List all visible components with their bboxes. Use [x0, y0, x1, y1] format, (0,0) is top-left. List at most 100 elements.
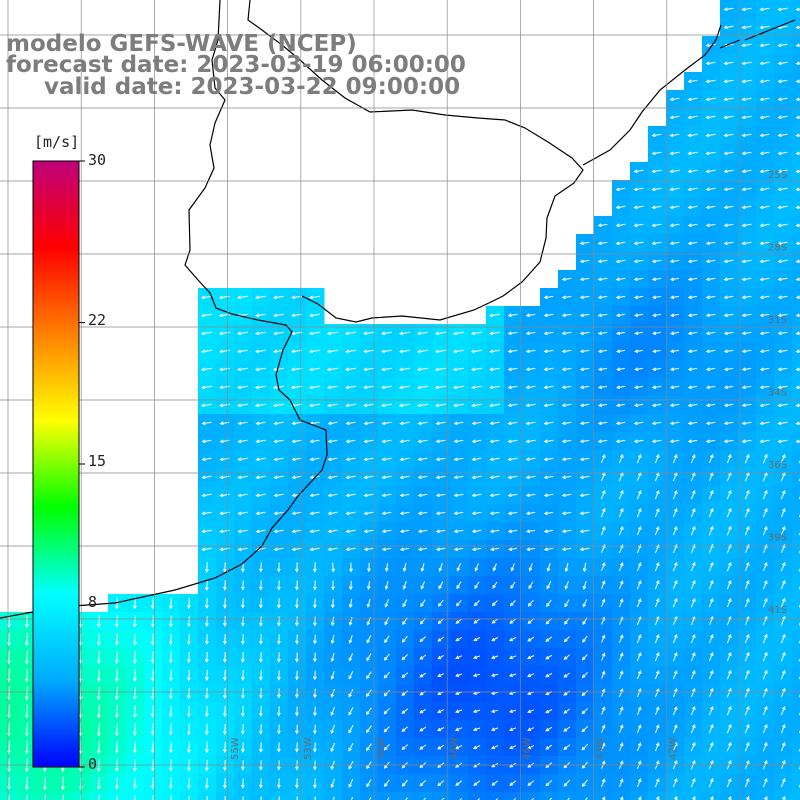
latitude-label: 25S: [768, 170, 787, 181]
wind-arrow: [777, 79, 788, 84]
wind-arrow: [651, 277, 662, 282]
wind-arrow: [381, 529, 392, 534]
wind-arrow: [563, 654, 570, 660]
wind-arrow: [597, 367, 608, 372]
wind-arrow: [705, 79, 716, 84]
wind-arrow: [780, 507, 786, 518]
wind-arrow: [759, 79, 770, 84]
wind-arrow: [435, 457, 446, 462]
wind-arrow: [525, 331, 536, 336]
wind-arrow: [114, 633, 119, 646]
wind-arrow: [273, 457, 284, 462]
wind-arrow: [327, 457, 338, 462]
wind-arrow: [471, 439, 482, 444]
wind-arrow: [672, 777, 678, 788]
wind-arrow: [795, 7, 800, 12]
wind-arrow: [741, 187, 752, 192]
wind-arrow: [672, 670, 678, 680]
wind-arrow: [471, 331, 483, 336]
wind-arrow: [508, 655, 517, 660]
latitude-label: 39S: [768, 533, 787, 544]
wind-arrow: [527, 655, 535, 660]
wind-arrow: [690, 669, 696, 680]
wind-arrow: [489, 529, 500, 534]
wind-arrow: [273, 547, 284, 552]
wind-arrow: [223, 616, 227, 627]
wind-arrow: [543, 529, 554, 534]
wind-arrow: [201, 295, 213, 300]
wind-arrow: [561, 475, 572, 480]
colorbar-tick-label: 0: [88, 755, 98, 773]
wind-arrow: [309, 493, 320, 498]
wind-arrow: [417, 439, 428, 444]
wind-arrow: [561, 421, 572, 426]
wind-arrow: [579, 547, 590, 552]
wind-arrow: [255, 421, 266, 426]
wind-arrow: [237, 493, 248, 498]
wind-arrow: [471, 475, 482, 480]
wind-arrow: [327, 529, 338, 534]
wind-arrow: [744, 741, 750, 752]
wind-arrow: [366, 617, 371, 626]
wind-arrow: [759, 223, 770, 228]
wind-arrow: [527, 636, 535, 642]
wind-arrow: [471, 421, 482, 426]
wind-arrow: [759, 61, 770, 66]
wind-arrow: [597, 259, 608, 264]
wind-arrow: [651, 403, 662, 408]
wind-arrow: [637, 706, 642, 715]
wind-arrow: [759, 277, 770, 282]
wind-cell: [792, 216, 800, 235]
wind-arrow: [398, 367, 411, 372]
wind-arrow: [348, 671, 354, 680]
wind-arrow: [489, 475, 500, 480]
wind-arrow: [669, 295, 680, 300]
wind-arrow: [670, 331, 679, 336]
wind-arrow: [795, 439, 800, 444]
wind-arrow: [567, 797, 570, 800]
wind-arrow: [223, 634, 227, 645]
wind-arrow: [419, 726, 427, 732]
wind-cell: [396, 792, 415, 800]
wind-arrow: [636, 526, 642, 536]
wind-arrow: [363, 493, 374, 498]
wind-arrow: [363, 511, 374, 516]
wind-arrow: [453, 403, 464, 408]
wind-arrow: [222, 723, 227, 736]
wind-arrow: [669, 133, 680, 138]
wind-arrow: [236, 295, 249, 300]
wind-arrow: [417, 493, 428, 498]
wind-arrow: [455, 780, 463, 786]
wind-arrow: [579, 457, 590, 462]
wind-arrow: [218, 295, 231, 300]
wind-arrow: [453, 547, 464, 552]
longitude-labels: 55W 53W 50W 48W 46W 44W 42W: [230, 737, 679, 760]
wind-arrow: [759, 133, 770, 138]
wind-arrow: [741, 313, 752, 318]
wind-arrow: [345, 457, 356, 462]
wind-arrow: [366, 671, 372, 680]
wind-arrow: [692, 795, 696, 800]
wind-arrow: [240, 724, 245, 735]
wind-arrow: [60, 776, 65, 791]
wind-arrow: [327, 511, 338, 516]
wind-arrow: [777, 205, 788, 210]
wind-arrow: [726, 453, 732, 464]
wind-arrow: [507, 421, 518, 426]
wind-arrow: [705, 223, 716, 228]
wind-arrow: [634, 367, 643, 372]
wind-arrow: [563, 708, 571, 714]
wind-arrow: [454, 727, 463, 732]
wind-arrow: [579, 385, 590, 390]
wind-arrow: [437, 727, 445, 732]
wind-arrow: [525, 511, 536, 516]
wind-arrow: [116, 795, 118, 800]
wind-arrow: [708, 489, 714, 500]
wind-arrow: [759, 25, 770, 30]
wind-arrow: [687, 205, 698, 210]
wind-arrow: [168, 777, 173, 790]
wind-arrow: [254, 313, 267, 318]
wind-arrow: [741, 7, 752, 12]
wind-arrow: [437, 654, 445, 660]
wind-arrow: [510, 581, 516, 589]
